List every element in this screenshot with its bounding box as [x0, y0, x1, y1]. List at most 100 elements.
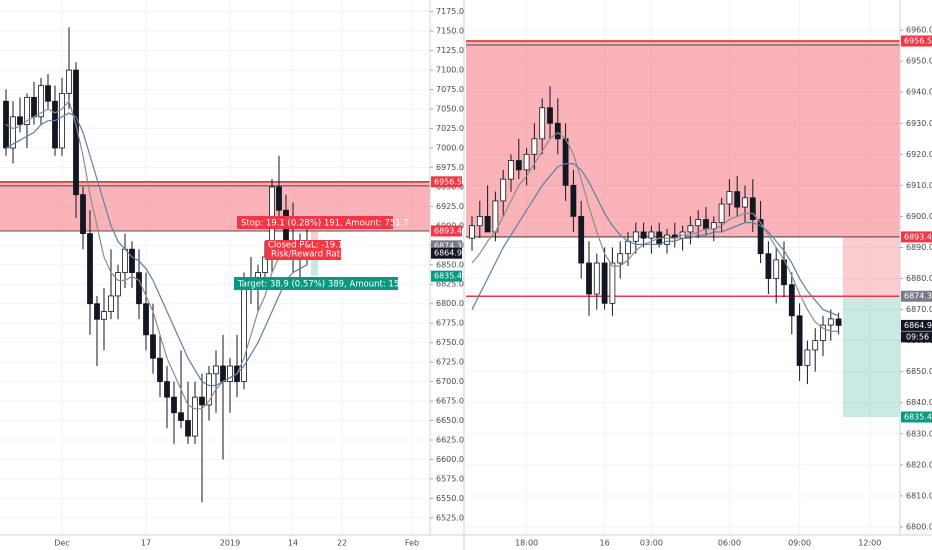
- moving-average: [5, 112, 308, 387]
- x-tick-label: 18:00: [515, 539, 538, 548]
- x-tick-label: Dec: [54, 539, 69, 548]
- candle-body: [17, 116, 23, 125]
- moving-average: [5, 100, 307, 410]
- candle-body: [640, 231, 647, 239]
- price-label: 6874.3: [434, 241, 462, 250]
- price-label-box: [431, 225, 462, 237]
- y-tick-label: 6890.0: [906, 243, 932, 252]
- x-tick-label: 09:00: [788, 539, 811, 548]
- y-tick-label: 6960.0: [906, 26, 932, 35]
- candle-body: [617, 253, 624, 264]
- y-tick-label: 6750.0: [436, 338, 464, 347]
- candle-body: [718, 203, 725, 224]
- stop-label: Stop: 19.1 (0.28%) 191, Amount: 751.7: [241, 219, 409, 229]
- y-tick-label: 6850.0: [436, 260, 464, 269]
- y-tick-label: 7125.0: [436, 46, 464, 55]
- candle-body: [164, 381, 170, 398]
- candle-body: [703, 219, 709, 230]
- price-label: 6956.5: [904, 36, 932, 45]
- candle-body: [80, 194, 86, 235]
- candle-body: [765, 253, 772, 279]
- price-axis: [430, 0, 462, 535]
- candle-body: [220, 365, 226, 382]
- y-tick-label: 6800.0: [436, 299, 464, 308]
- candle-body: [469, 225, 475, 239]
- candle-body: [820, 324, 826, 342]
- candle-body: [73, 69, 79, 196]
- candle-body: [726, 191, 733, 205]
- y-tick-label: 6820.0: [906, 460, 932, 469]
- y-tick-label: 6575.0: [436, 474, 464, 483]
- y-tick-label: 7050.0: [436, 105, 464, 114]
- candle-body: [601, 262, 608, 304]
- position-reward: [843, 296, 900, 418]
- y-tick-label: 7100.0: [436, 66, 464, 75]
- candle-body: [570, 184, 577, 217]
- candle-body: [171, 396, 177, 414]
- candle-body: [150, 334, 156, 359]
- y-tick-label: 6810.0: [906, 491, 932, 500]
- price-label-box: [431, 247, 462, 259]
- target-box: [234, 277, 398, 290]
- candle-body: [648, 231, 655, 239]
- stop-box: [237, 216, 393, 229]
- position-risk: [311, 230, 318, 246]
- candle-body: [695, 219, 702, 227]
- candle-body: [539, 107, 546, 140]
- candle-body: [749, 197, 756, 220]
- candle-body: [157, 357, 163, 382]
- price-label-box: [901, 319, 932, 331]
- candle-body: [835, 318, 842, 326]
- candle-body: [59, 93, 65, 149]
- candle-body: [52, 100, 58, 149]
- y-tick-label: 6525.0: [436, 513, 464, 522]
- price-label-box: [901, 231, 932, 243]
- moving-average: [471, 163, 839, 317]
- price-label-box: [901, 35, 932, 47]
- candle-body: [122, 248, 128, 273]
- candle-body: [227, 365, 233, 382]
- candle-body: [276, 186, 282, 211]
- y-tick-label: 7150.0: [436, 27, 464, 36]
- y-tick-label: 6725.0: [436, 358, 464, 367]
- candle-body: [508, 160, 514, 180]
- y-tick-label: 6700.0: [436, 377, 464, 386]
- candle-body: [788, 284, 795, 317]
- y-tick-label: 6650.0: [436, 416, 464, 425]
- candle-body: [31, 96, 37, 118]
- y-tick-label: 6825.0: [436, 280, 464, 289]
- candle-body: [199, 396, 205, 406]
- position-reward: [311, 245, 318, 277]
- y-tick-label: 6910.0: [906, 181, 932, 190]
- candle-body: [213, 365, 219, 375]
- x-tick-label: 22: [337, 539, 347, 548]
- x-tick-label: 17: [141, 539, 151, 548]
- countdown: 09:56: [906, 332, 929, 341]
- y-tick-label: 6920.0: [906, 150, 932, 159]
- candle-body: [609, 262, 616, 304]
- trade-annotations: Stop: 19.1 (0.28%) 191, Amount: 751.7 Cl…: [234, 216, 418, 290]
- candle-body: [664, 234, 670, 245]
- candle-body: [500, 178, 507, 202]
- y-tick-label: 7075.0: [436, 85, 464, 94]
- candle-body: [143, 303, 149, 336]
- y-tick-label: 6940.0: [906, 88, 932, 97]
- y-tick-label: 7025.0: [436, 124, 464, 133]
- candle-body: [827, 318, 834, 326]
- candle-body: [547, 107, 553, 124]
- y-tick-label: 6830.0: [906, 429, 932, 438]
- price-label-box: [431, 176, 462, 188]
- candle-body: [185, 420, 191, 437]
- price-label: 6893.4: [434, 226, 462, 235]
- candle-body: [206, 373, 212, 406]
- x-tick-label: 12:00: [858, 539, 881, 548]
- x-tick-label: 2019: [220, 539, 240, 548]
- candle-body: [115, 272, 121, 297]
- candle-body: [523, 153, 530, 171]
- candle-body: [593, 262, 600, 295]
- y-tick-label: 6870.0: [906, 305, 932, 314]
- candle-body: [94, 303, 100, 320]
- price-label-box: [431, 240, 462, 252]
- candle-body: [87, 233, 93, 305]
